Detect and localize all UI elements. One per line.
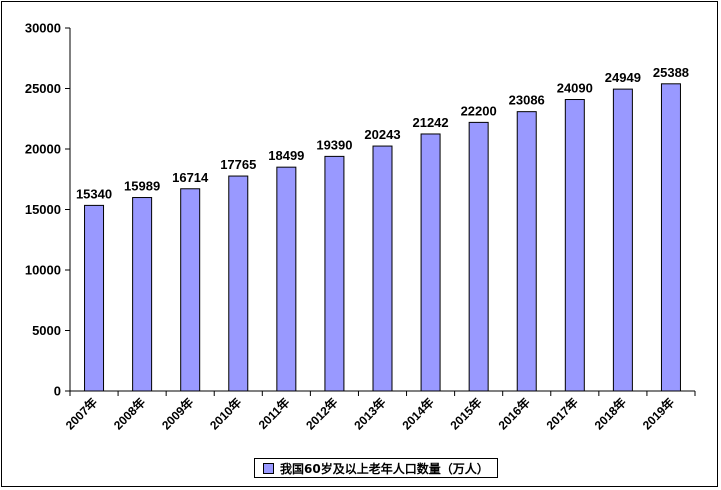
bar [132,197,153,392]
x-tick-label: 2014年 [399,395,437,433]
bar [180,188,201,392]
data-label: 16714 [172,170,209,185]
bar [516,111,537,392]
data-label: 15340 [76,186,112,201]
x-tick-label: 2009年 [158,395,196,433]
x-tick-label: 2008年 [110,395,148,433]
x-tick-label: 2016年 [495,395,533,433]
x-tick-label: 2007年 [62,395,100,433]
bar [84,204,105,392]
y-tick-label: 15000 [25,202,61,217]
bar [468,121,489,392]
legend-label: 我国60岁及以上老年人口数量（万人） [280,461,489,476]
data-label: 19390 [316,137,352,152]
bar [420,133,441,392]
x-tick-label: 2017年 [543,395,581,433]
bar [276,166,297,392]
y-tick-label: 0 [54,384,61,399]
x-tick-label: 2019年 [639,395,677,433]
x-tick-label: 2010年 [206,395,244,433]
bar [564,99,585,392]
data-label: 21242 [412,115,448,130]
x-tick-label: 2012年 [303,395,341,433]
data-label: 24949 [605,70,641,85]
x-tick-label: 2018年 [591,395,629,433]
data-label: 23086 [509,93,545,108]
bar [372,145,393,392]
data-label: 22200 [461,103,497,118]
y-tick-label: 30000 [25,21,61,36]
bar [612,88,633,392]
data-label: 24090 [557,81,593,96]
data-label: 20243 [364,127,400,142]
y-tick-label: 20000 [25,142,61,157]
bar [660,83,681,392]
data-label: 17765 [220,157,256,172]
data-label: 18499 [268,148,304,163]
x-tick-label: 2011年 [255,395,293,433]
data-label: 15989 [124,179,160,194]
legend: 我国60岁及以上老年人口数量（万人） [254,458,498,478]
y-tick-label: 10000 [25,263,61,278]
legend-swatch [263,462,274,474]
x-tick-label: 2015年 [447,395,485,433]
bar [324,155,345,392]
y-tick-label: 25000 [25,81,61,96]
data-label: 25388 [653,65,689,80]
bar [228,175,249,392]
x-tick-label: 2013年 [351,395,389,433]
y-tick-label: 5000 [32,323,61,338]
